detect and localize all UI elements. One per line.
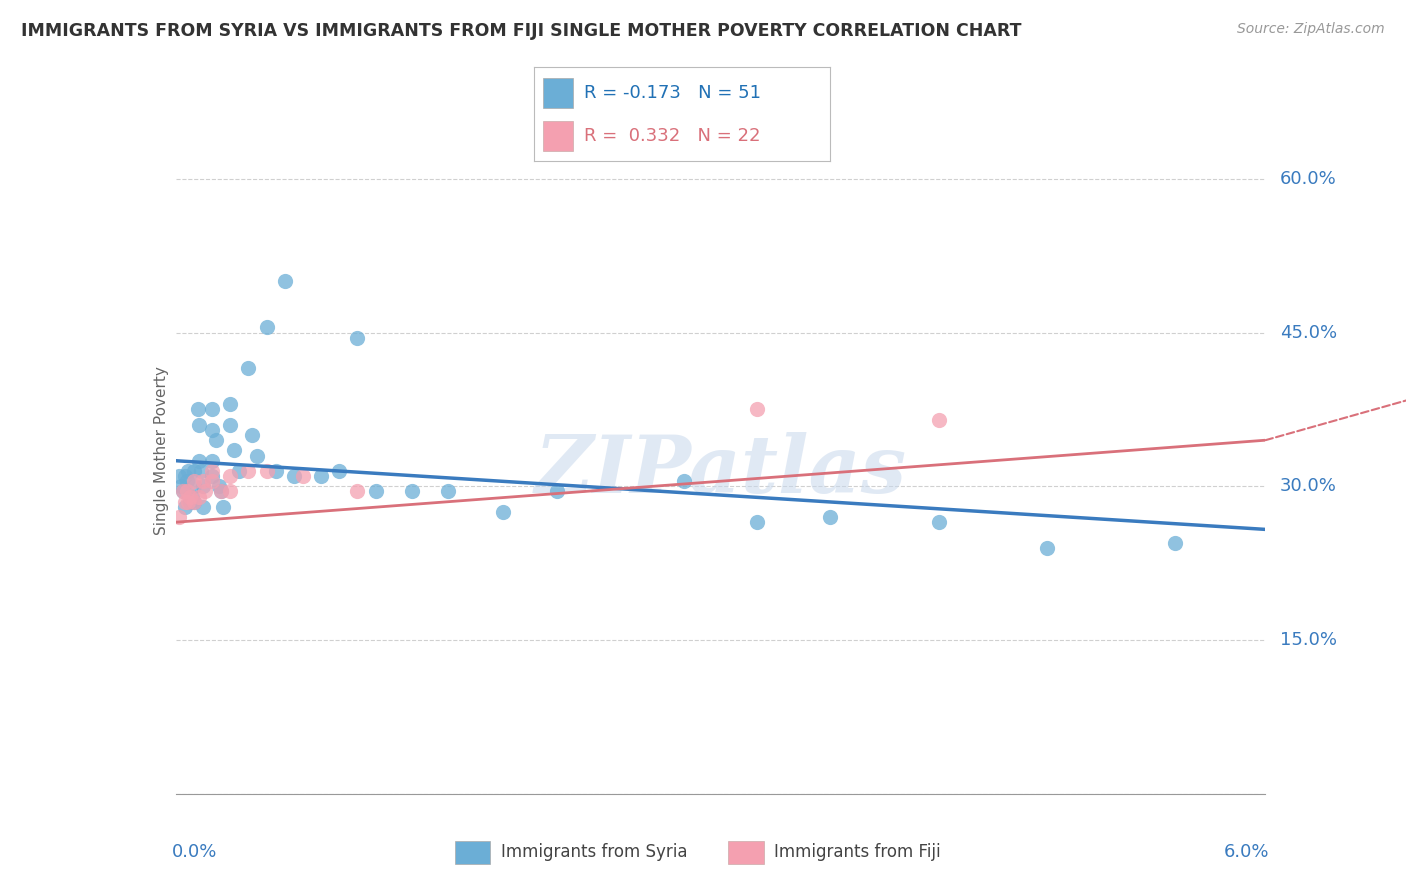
Point bbox=[170, 479, 193, 493]
Point bbox=[173, 494, 195, 508]
Point bbox=[190, 464, 212, 478]
Point bbox=[228, 464, 250, 478]
Point bbox=[283, 469, 305, 483]
Point bbox=[246, 449, 269, 463]
Point bbox=[183, 464, 205, 478]
Point bbox=[172, 484, 194, 499]
Point bbox=[745, 402, 768, 417]
Point bbox=[818, 510, 841, 524]
Point bbox=[191, 474, 214, 488]
Text: 45.0%: 45.0% bbox=[1279, 324, 1337, 342]
Point bbox=[364, 484, 387, 499]
Point bbox=[240, 428, 263, 442]
Point bbox=[194, 484, 217, 499]
Point bbox=[546, 484, 568, 499]
Text: 15.0%: 15.0% bbox=[1279, 632, 1337, 649]
Point bbox=[222, 443, 245, 458]
Point bbox=[1036, 541, 1059, 555]
Point bbox=[176, 484, 198, 499]
Point bbox=[183, 494, 205, 508]
FancyBboxPatch shape bbox=[543, 78, 572, 108]
Point bbox=[169, 510, 191, 524]
Text: 60.0%: 60.0% bbox=[1279, 169, 1337, 188]
Point bbox=[328, 464, 350, 478]
Point bbox=[191, 479, 214, 493]
Point bbox=[172, 484, 194, 499]
Point bbox=[673, 474, 696, 488]
Text: Immigrants from Fiji: Immigrants from Fiji bbox=[773, 843, 941, 861]
Point bbox=[219, 469, 242, 483]
Text: R =  0.332   N = 22: R = 0.332 N = 22 bbox=[585, 128, 761, 145]
Point bbox=[201, 453, 224, 467]
Point bbox=[256, 464, 278, 478]
Point bbox=[191, 500, 214, 514]
Point bbox=[179, 490, 201, 504]
Point bbox=[169, 469, 191, 483]
Text: IMMIGRANTS FROM SYRIA VS IMMIGRANTS FROM FIJI SINGLE MOTHER POVERTY CORRELATION : IMMIGRANTS FROM SYRIA VS IMMIGRANTS FROM… bbox=[21, 22, 1022, 40]
Point bbox=[256, 320, 278, 334]
Point bbox=[209, 484, 232, 499]
Point bbox=[188, 453, 211, 467]
Point bbox=[274, 274, 297, 288]
Point bbox=[188, 417, 211, 432]
Point bbox=[183, 494, 205, 508]
Point bbox=[238, 464, 260, 478]
Point bbox=[291, 469, 314, 483]
Point bbox=[177, 464, 200, 478]
Point bbox=[201, 464, 224, 478]
Point bbox=[346, 484, 368, 499]
Text: ZIPatlas: ZIPatlas bbox=[534, 433, 907, 510]
Point bbox=[928, 413, 950, 427]
Point bbox=[204, 434, 226, 448]
Point bbox=[219, 484, 242, 499]
Point bbox=[928, 515, 950, 529]
Point bbox=[188, 490, 211, 504]
Point bbox=[219, 417, 242, 432]
Text: Source: ZipAtlas.com: Source: ZipAtlas.com bbox=[1237, 22, 1385, 37]
FancyBboxPatch shape bbox=[543, 121, 572, 152]
Point bbox=[212, 500, 235, 514]
Point bbox=[264, 464, 287, 478]
Point bbox=[201, 474, 224, 488]
Point bbox=[173, 500, 195, 514]
Point bbox=[346, 331, 368, 345]
Point bbox=[492, 505, 515, 519]
Point bbox=[201, 402, 224, 417]
Point bbox=[401, 484, 423, 499]
Point bbox=[208, 479, 231, 493]
Text: Immigrants from Syria: Immigrants from Syria bbox=[501, 843, 688, 861]
Point bbox=[186, 402, 209, 417]
Point bbox=[181, 490, 204, 504]
Point bbox=[201, 423, 224, 437]
Text: 0.0%: 0.0% bbox=[172, 843, 218, 861]
FancyBboxPatch shape bbox=[728, 841, 763, 864]
Point bbox=[1163, 535, 1185, 549]
Point bbox=[183, 479, 205, 493]
Point bbox=[183, 474, 205, 488]
Point bbox=[238, 361, 260, 376]
Y-axis label: Single Mother Poverty: Single Mother Poverty bbox=[153, 366, 169, 535]
Point bbox=[209, 484, 232, 499]
Point bbox=[177, 494, 200, 508]
Point bbox=[745, 515, 768, 529]
Point bbox=[173, 469, 195, 483]
Point bbox=[219, 397, 242, 411]
Text: R = -0.173   N = 51: R = -0.173 N = 51 bbox=[585, 84, 762, 102]
Point bbox=[179, 494, 201, 508]
Point bbox=[309, 469, 332, 483]
FancyBboxPatch shape bbox=[456, 841, 491, 864]
Point bbox=[437, 484, 460, 499]
Point bbox=[176, 474, 198, 488]
Text: 30.0%: 30.0% bbox=[1279, 477, 1337, 495]
Text: 6.0%: 6.0% bbox=[1223, 843, 1270, 861]
Point bbox=[201, 469, 224, 483]
